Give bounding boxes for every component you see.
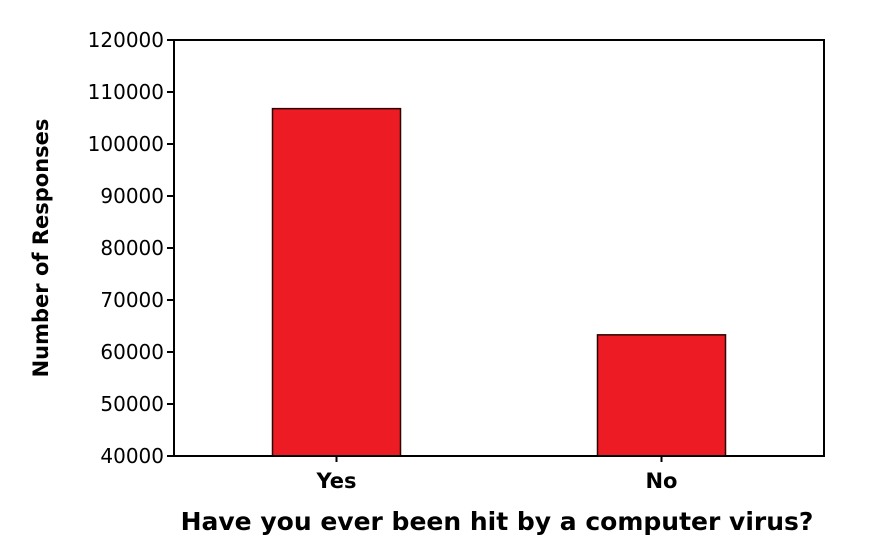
y-axis-title: Number of Responses (29, 119, 53, 378)
bars (271, 107, 727, 457)
y-tick-label: 80000 (100, 236, 164, 260)
x-tick-label: Yes (315, 469, 356, 493)
y-tick-label: 100000 (88, 132, 164, 156)
y-tick-label: 120000 (88, 28, 164, 52)
x-axis-labels: Yes No (315, 456, 678, 493)
y-tick-label: 60000 (100, 340, 164, 364)
y-tick-label: 90000 (100, 184, 164, 208)
y-tick-label: 50000 (100, 392, 164, 416)
x-tick-label: No (645, 469, 677, 493)
bar-yes (271, 107, 402, 457)
x-axis-title: Have you ever been hit by a computer vir… (181, 507, 814, 536)
plot-frame (173, 39, 825, 457)
y-axis-ticks: 40000 50000 60000 70000 80000 90000 100000 1100… (88, 28, 174, 468)
y-tick-label: 110000 (88, 80, 164, 104)
y-tick-label: 40000 (100, 444, 164, 468)
y-tick-label: 70000 (100, 288, 164, 312)
bar-no (596, 334, 727, 457)
